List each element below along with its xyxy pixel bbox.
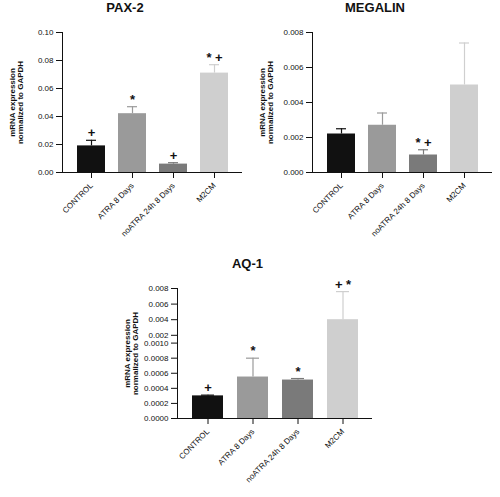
svg-text:0.008: 0.008: [148, 284, 169, 293]
svg-text:0.002: 0.002: [148, 331, 169, 340]
svg-text:+: +: [170, 148, 178, 163]
svg-text:0.002: 0.002: [283, 133, 304, 142]
svg-text:noATRA 24h 8 Days: noATRA 24h 8 Days: [370, 181, 427, 238]
svg-text:mRNA expressionnormalized to G: mRNA expressionnormalized to GAPDH: [123, 312, 140, 395]
svg-text:0.00: 0.00: [38, 168, 54, 177]
svg-text:0.004: 0.004: [148, 315, 169, 324]
svg-text:noATRA 24h 8 Days: noATRA 24h 8 Days: [120, 181, 177, 238]
svg-text:M2CM: M2CM: [323, 427, 346, 450]
svg-text:0.0006: 0.0006: [144, 369, 169, 378]
svg-text:* +: * +: [206, 50, 223, 65]
svg-text:ATRA 8 Days: ATRA 8 Days: [216, 427, 256, 467]
html-text:PAX-2: PAX-2: [106, 0, 144, 15]
svg-text:M2CM: M2CM: [445, 181, 468, 204]
svg-text:0.006: 0.006: [148, 300, 169, 309]
svg-text:+: +: [88, 125, 96, 140]
svg-text:0.04: 0.04: [38, 112, 54, 121]
svg-text:CONTROL: CONTROL: [311, 181, 345, 215]
svg-text:CONTROL: CONTROL: [61, 181, 95, 215]
svg-text:noATRA 24h 8 Days: noATRA 24h 8 Days: [244, 427, 301, 484]
svg-text:mRNA expressionnormalized to G: mRNA expressionnormalized to GAPDH: [258, 61, 275, 144]
svg-text:*: *: [250, 343, 256, 358]
svg-text:0.0004: 0.0004: [144, 384, 169, 393]
svg-text:0.0008: 0.0008: [144, 354, 169, 363]
svg-text:0.0002: 0.0002: [144, 399, 169, 408]
svg-text:*: *: [295, 364, 301, 379]
svg-text:*: *: [130, 92, 136, 107]
html-text:MEGALIN: MEGALIN: [345, 0, 405, 15]
html-text:AQ-1: AQ-1: [232, 256, 263, 271]
svg-text:0.0000: 0.0000: [144, 414, 169, 423]
svg-text:0.06: 0.06: [38, 84, 54, 93]
svg-text:0.004: 0.004: [283, 98, 304, 107]
svg-text:M2CM: M2CM: [195, 181, 218, 204]
svg-text:* +: * +: [415, 135, 432, 150]
svg-text:ATRA 8 Days: ATRA 8 Days: [346, 181, 386, 221]
svg-text:+ *: + *: [335, 277, 352, 292]
svg-text:mRNA expressionnormalized to G: mRNA expressionnormalized to GAPDH: [8, 61, 25, 144]
svg-text:0.006: 0.006: [283, 63, 304, 72]
svg-text:0.10: 0.10: [38, 28, 54, 37]
svg-text:0.000: 0.000: [283, 168, 304, 177]
svg-text:ATRA 8 Days: ATRA 8 Days: [96, 181, 136, 221]
svg-text:+: +: [204, 380, 212, 395]
svg-text:0.08: 0.08: [38, 56, 54, 65]
svg-text:0.02: 0.02: [38, 140, 54, 149]
svg-text:0.008: 0.008: [283, 28, 304, 37]
svg-text:CONTROL: CONTROL: [177, 427, 211, 461]
svg-text:0.0010: 0.0010: [144, 339, 169, 348]
